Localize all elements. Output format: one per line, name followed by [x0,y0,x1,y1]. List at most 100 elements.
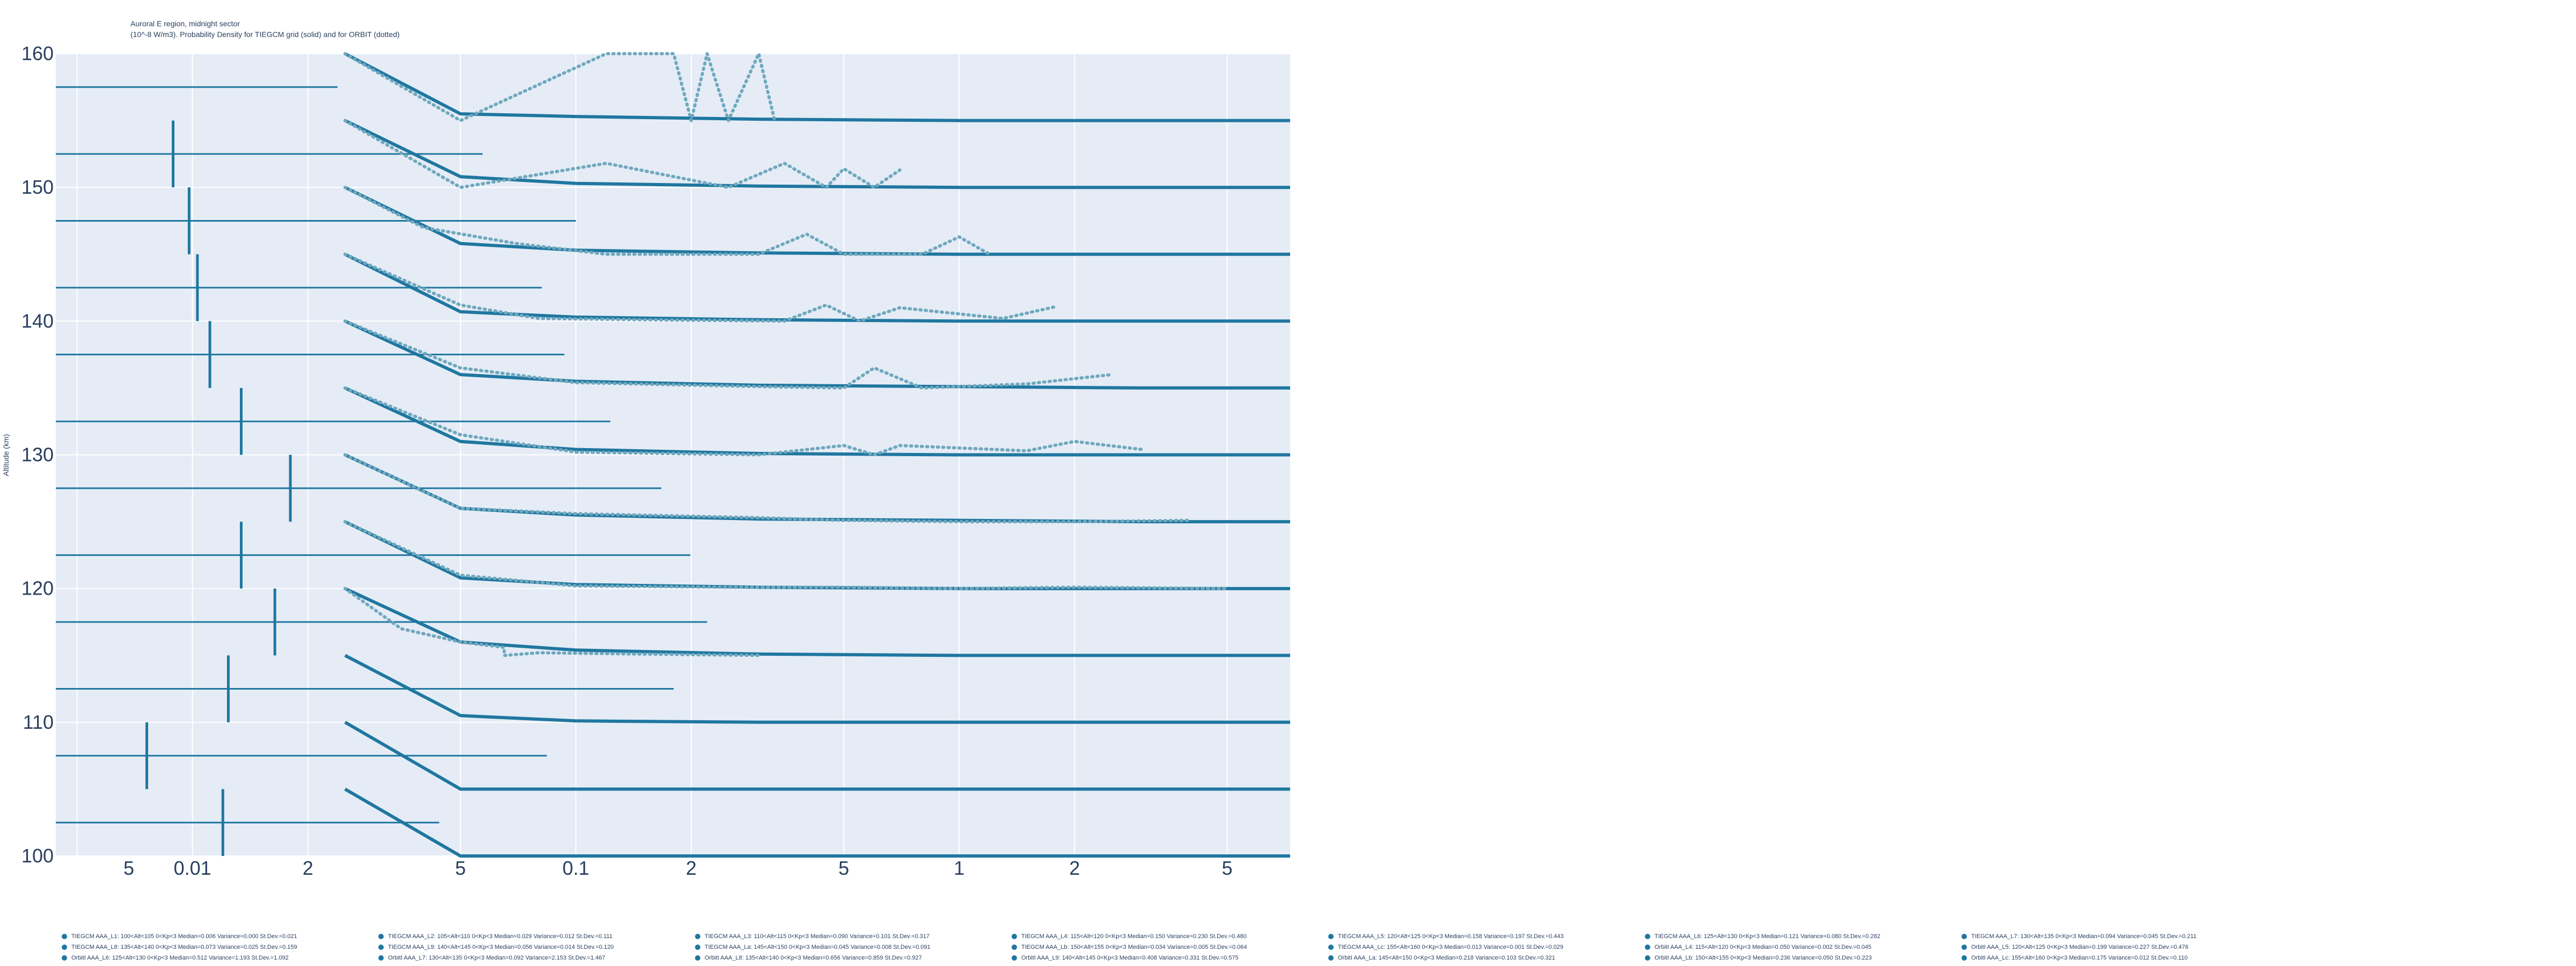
x-tick-label: 5 [838,857,849,879]
tiegcm-density-curve [344,52,1290,122]
x-tick-label: 5 [1222,857,1233,879]
orbit-density-curve [343,453,1192,524]
legend-label: OrbitI AAA_Lc: 155<Alt<160 0<Kp<3 Median… [1971,955,2188,961]
legend-item[interactable]: TIEGCM AAA_La: 145<Alt<150 0<Kp<3 Median… [695,942,1012,952]
orbit-density-curve [343,52,777,122]
legend-marker-icon [1328,955,1334,961]
legend-marker-icon [1328,945,1334,950]
orbit-density-curve [343,119,902,189]
y-tick-label: 150 [21,176,54,198]
legend-marker-icon [62,934,67,939]
x-tick-label: 0.01 [174,857,211,879]
legend-item[interactable]: TIEGCM AAA_L4: 115<Alt<120 0<Kp<3 Median… [1012,932,1328,941]
legend-marker-icon [695,945,700,950]
legend-marker-icon [1328,934,1334,939]
legend-label: TIEGCM AAA_L8: 135<Alt<140 0<Kp<3 Median… [71,944,297,950]
y-tick-label: 110 [23,711,54,733]
legend-label: TIEGCM AAA_L1: 100<Alt<105 0<Kp<3 Median… [71,933,297,940]
legend-item[interactable]: OrbitI AAA_L9: 140<Alt<145 0<Kp<3 Median… [1012,953,1328,963]
legend-marker-icon [1962,934,1967,939]
chart-title: Auroral E region, midnight sector [130,19,240,28]
legend-label: TIEGCM AAA_L4: 115<Alt<120 0<Kp<3 Median… [1021,933,1247,940]
tiegcm-density-curve [344,787,1290,858]
y-tick-label: 120 [21,577,54,599]
x-tick-label: 2 [686,857,697,879]
legend-label: TIEGCM AAA_Lb: 150<Alt<155 0<Kp<3 Median… [1021,944,1247,950]
legend-item[interactable]: OrbitI AAA_L6: 125<Alt<130 0<Kp<3 Median… [62,953,378,963]
legend-label: OrbitI AAA_La: 145<Alt<150 0<Kp<3 Median… [1338,955,1555,961]
legend-item[interactable]: TIEGCM AAA_L6: 125<Alt<130 0<Kp<3 Median… [1645,932,1962,941]
legend: TIEGCM AAA_L1: 100<Alt<105 0<Kp<3 Median… [62,932,2316,963]
legend-item[interactable]: TIEGCM AAA_L3: 110<Alt<115 0<Kp<3 Median… [695,932,1012,941]
legend-marker-icon [1962,955,1967,961]
legend-label: TIEGCM AAA_L6: 125<Alt<130 0<Kp<3 Median… [1655,933,1880,940]
legend-label: OrbitI AAA_L9: 140<Alt<145 0<Kp<3 Median… [1021,955,1239,961]
legend-marker-icon [378,955,384,961]
legend-marker-icon [62,945,67,950]
legend-label: TIEGCM AAA_L7: 130<Alt<135 0<Kp<3 Median… [1971,933,2197,940]
legend-item[interactable]: TIEGCM AAA_L9: 140<Alt<145 0<Kp<3 Median… [378,942,695,952]
legend-marker-icon [1645,934,1650,939]
legend-label: OrbitI AAA_L8: 135<Alt<140 0<Kp<3 Median… [705,955,922,961]
legend-item[interactable]: TIEGCM AAA_L2: 105<Alt<110 0<Kp<3 Median… [378,932,695,941]
legend-label: TIEGCM AAA_La: 145<Alt<150 0<Kp<3 Median… [705,944,931,950]
legend-item[interactable]: TIEGCM AAA_L5: 120<Alt<125 0<Kp<3 Median… [1328,932,1645,941]
legend-item[interactable]: TIEGCM AAA_L8: 135<Alt<140 0<Kp<3 Median… [62,942,378,952]
tiegcm-density-curve [344,721,1290,791]
legend-marker-icon [378,945,384,950]
legend-marker-icon [1962,945,1967,950]
tiegcm-density-curve [344,119,1290,189]
legend-item[interactable]: TIEGCM AAA_Lc: 155<Alt<160 0<Kp<3 Median… [1328,942,1645,952]
legend-marker-icon [695,955,700,961]
x-tick-label: 0.1 [562,857,589,879]
legend-marker-icon [695,934,700,939]
legend-item[interactable]: OrbitI AAA_La: 145<Alt<150 0<Kp<3 Median… [1328,953,1645,963]
legend-label: OrbitI AAA_L7: 130<Alt<135 0<Kp<3 Median… [388,955,605,961]
y-tick-label: 160 [21,42,54,64]
tick-layer: 5 0.01 2 5 0.1 2 5 1 2 5 100 110 120 130 140 150 160 [21,42,1233,879]
tiegcm-density-curve [344,654,1290,724]
legend-label: OrbitI AAA_Lb: 150<Alt<155 0<Kp<3 Median… [1655,955,1872,961]
box-layer [56,86,707,856]
orbit-density-curve [343,587,760,657]
x-tick-label: 5 [455,857,466,879]
legend-item[interactable]: TIEGCM AAA_Lb: 150<Alt<155 0<Kp<3 Median… [1012,942,1328,952]
legend-item[interactable]: OrbitI AAA_L4: 115<Alt<120 0<Kp<3 Median… [1645,942,1962,952]
legend-marker-icon [62,955,67,961]
orbit-density-curve [343,386,1144,457]
legend-item[interactable]: TIEGCM AAA_L1: 100<Alt<105 0<Kp<3 Median… [62,932,378,941]
series-layer [343,52,1290,858]
x-tick-label: 1 [954,857,964,879]
legend-marker-icon [1012,934,1017,939]
y-tick-label: 100 [21,845,54,867]
chart-title-block: Auroral E region, midnight sector (10^-8… [130,18,400,40]
legend-item[interactable]: OrbitI AAA_L8: 135<Alt<140 0<Kp<3 Median… [695,953,1012,963]
legend-label: TIEGCM AAA_L9: 140<Alt<145 0<Kp<3 Median… [388,944,614,950]
legend-marker-icon [1645,955,1650,961]
legend-item[interactable]: OrbitI AAA_L7: 130<Alt<135 0<Kp<3 Median… [378,953,695,963]
chart-subtitle: (10^-8 W/m3). Probability Density for TI… [130,30,400,39]
orbit-density-curve [343,520,1229,590]
legend-marker-icon [1645,945,1650,950]
legend-marker-icon [1012,955,1017,961]
x-tick-label: 5 [123,857,134,879]
x-tick-label: 2 [303,857,313,879]
legend-item[interactable]: OrbitI AAA_Lc: 155<Alt<160 0<Kp<3 Median… [1962,953,2278,963]
y-tick-label: 140 [21,310,54,332]
x-tick-label: 2 [1069,857,1080,879]
legend-item[interactable]: TIEGCM AAA_L7: 130<Alt<135 0<Kp<3 Median… [1962,932,2278,941]
legend-item[interactable]: OrbitI AAA_Lb: 150<Alt<155 0<Kp<3 Median… [1645,953,1962,963]
legend-item[interactable]: OrbitI AAA_L5: 120<Alt<125 0<Kp<3 Median… [1962,942,2278,952]
y-tick-label: 130 [21,444,54,466]
legend-label: TIEGCM AAA_L5: 120<Alt<125 0<Kp<3 Median… [1338,933,1564,940]
orbit-density-curve [343,319,1114,390]
orbit-density-curve [343,252,1059,323]
legend-label: OrbitI AAA_L5: 120<Alt<125 0<Kp<3 Median… [1971,944,2189,950]
legend-marker-icon [1012,945,1017,950]
legend-label: OrbitI AAA_L6: 125<Alt<130 0<Kp<3 Median… [71,955,289,961]
legend-label: TIEGCM AAA_Lc: 155<Alt<160 0<Kp<3 Median… [1338,944,1564,950]
y-axis-label: Altitude (km) [2,434,10,477]
legend-label: TIEGCM AAA_L3: 110<Alt<115 0<Kp<3 Median… [705,933,930,940]
legend-label: TIEGCM AAA_L2: 105<Alt<110 0<Kp<3 Median… [388,933,613,940]
